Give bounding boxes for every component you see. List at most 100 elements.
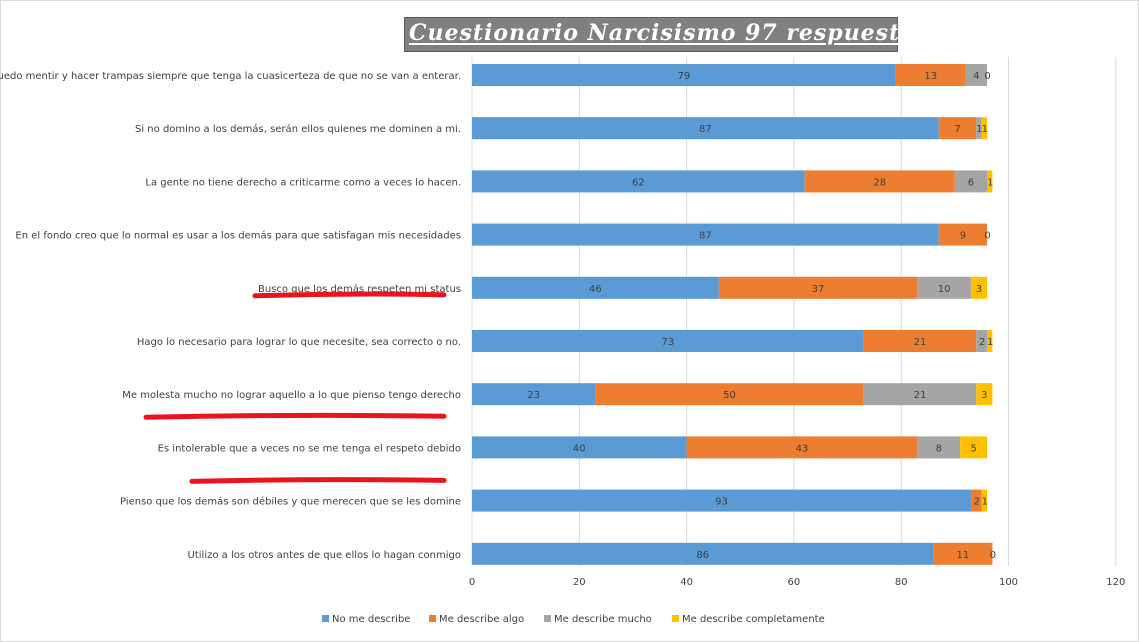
category-label: La gente no tiene derecho a criticarme c… bbox=[145, 177, 461, 188]
bar-segment bbox=[472, 117, 939, 140]
data-label: 37 bbox=[812, 284, 825, 295]
legend-swatch bbox=[672, 615, 679, 622]
data-label: 0 bbox=[990, 550, 996, 561]
bar-segment bbox=[976, 330, 988, 352]
data-label: 6 bbox=[968, 177, 974, 188]
data-label: 5 bbox=[970, 443, 976, 454]
data-label: 1 bbox=[982, 124, 988, 135]
highlight-underline bbox=[189, 477, 447, 484]
category-label: Pienso que los demás son débiles y que m… bbox=[120, 496, 461, 508]
bar-segment bbox=[472, 489, 971, 512]
bar-segment bbox=[863, 383, 977, 406]
x-tick-label: 120 bbox=[1106, 577, 1125, 588]
bar-segment bbox=[960, 436, 988, 459]
category-label: Hago lo necesario para lograr lo que nec… bbox=[137, 337, 461, 348]
bar-segment bbox=[472, 276, 719, 299]
bar-segment bbox=[981, 489, 988, 512]
data-label: 62 bbox=[632, 177, 645, 188]
bar-segment bbox=[595, 383, 864, 406]
bar-segment bbox=[472, 542, 934, 565]
data-label: 28 bbox=[873, 177, 886, 188]
bar-segment bbox=[863, 330, 977, 352]
legend-entry: Me describe completamente bbox=[682, 614, 825, 625]
category-label: En el fondo creo que lo normal es usar a… bbox=[15, 230, 461, 242]
data-label: 1 bbox=[987, 337, 993, 348]
data-label: 50 bbox=[723, 390, 736, 401]
legend-entry: Me describe algo bbox=[439, 614, 524, 625]
gridlines bbox=[471, 57, 1117, 566]
data-label: 87 bbox=[699, 231, 712, 242]
data-label: 21 bbox=[914, 337, 927, 348]
chart-title: Cuestionario Narcisismo 97 respuestas bbox=[409, 20, 929, 46]
bar-segment bbox=[472, 330, 864, 352]
highlight-underline bbox=[252, 291, 447, 299]
highlight-underlines bbox=[143, 291, 447, 484]
bar-segment bbox=[895, 64, 966, 86]
bar-segment bbox=[938, 223, 988, 246]
bar-segment bbox=[686, 436, 918, 459]
bar-segment bbox=[981, 117, 988, 140]
bar-segment bbox=[954, 170, 988, 193]
x-tick-label: 40 bbox=[680, 577, 693, 588]
data-label: 87 bbox=[699, 124, 712, 135]
category-label: Me molesta mucho no lograr aquello a lo … bbox=[122, 390, 461, 401]
data-label: 3 bbox=[981, 390, 987, 401]
bar-segment bbox=[718, 276, 918, 299]
category-labels: Puedo mentir y hacer trampas siempre que… bbox=[0, 71, 461, 561]
bar-segment bbox=[472, 436, 687, 459]
data-label: 1 bbox=[982, 497, 988, 508]
data-label: 9 bbox=[960, 231, 966, 242]
data-label: 43 bbox=[796, 443, 809, 454]
data-label: 3 bbox=[976, 284, 982, 295]
highlight-underline bbox=[143, 412, 447, 420]
data-label: 93 bbox=[715, 497, 728, 508]
x-axis-ticks: 0 20 40 60 80 100 120 bbox=[469, 577, 1126, 588]
x-tick-label: 80 bbox=[895, 577, 908, 588]
chart-title-box: Cuestionario Narcisismo 97 respuestas bbox=[404, 17, 928, 52]
data-label: 1 bbox=[976, 124, 982, 135]
bar-segment bbox=[965, 64, 988, 86]
data-label: 7 bbox=[954, 124, 960, 135]
data-label: 2 bbox=[974, 497, 980, 508]
bar-segment bbox=[987, 170, 993, 193]
bar-segment bbox=[917, 436, 961, 459]
bar-segment bbox=[987, 330, 993, 352]
data-label: 13 bbox=[924, 71, 937, 82]
bar-segment bbox=[938, 117, 977, 140]
data-label: 0 bbox=[984, 71, 990, 82]
bar-segment bbox=[976, 117, 982, 140]
bar-segment bbox=[970, 276, 988, 299]
legend-swatch bbox=[322, 615, 329, 622]
x-tick-label: 100 bbox=[999, 577, 1018, 588]
legend-swatch bbox=[429, 615, 436, 622]
data-label: 23 bbox=[527, 390, 540, 401]
bar-segment bbox=[472, 223, 939, 246]
category-label: Puedo mentir y hacer trampas siempre que… bbox=[0, 71, 461, 82]
x-tick-label: 0 bbox=[469, 577, 475, 588]
data-label: 73 bbox=[661, 337, 674, 348]
legend-entry: No me describe bbox=[332, 614, 410, 625]
bar-segment bbox=[917, 276, 971, 299]
x-tick-label: 20 bbox=[573, 577, 586, 588]
data-label: 79 bbox=[678, 71, 691, 82]
data-label: 4 bbox=[973, 71, 979, 82]
legend-swatch bbox=[544, 615, 551, 622]
bar-segment bbox=[804, 170, 955, 193]
category-label: Es intolerable que a veces no se me teng… bbox=[158, 443, 461, 454]
data-label: 0 bbox=[984, 231, 990, 242]
bar-segment bbox=[472, 170, 805, 193]
bar-segment bbox=[472, 64, 896, 86]
data-label: 86 bbox=[696, 550, 709, 561]
legend: No me describe Me describe algo Me describ… bbox=[322, 614, 825, 625]
category-label: Si no domino a los demás, serán ellos qu… bbox=[135, 123, 461, 135]
bar-segment bbox=[472, 383, 596, 406]
x-tick-label: 60 bbox=[788, 577, 801, 588]
legend-entry: Me describe mucho bbox=[554, 614, 652, 625]
category-label: Utilizo a los otros antes de que ellos l… bbox=[188, 550, 461, 561]
data-label: 10 bbox=[938, 284, 951, 295]
bar-segment bbox=[970, 489, 982, 512]
bar-segment bbox=[933, 542, 993, 565]
